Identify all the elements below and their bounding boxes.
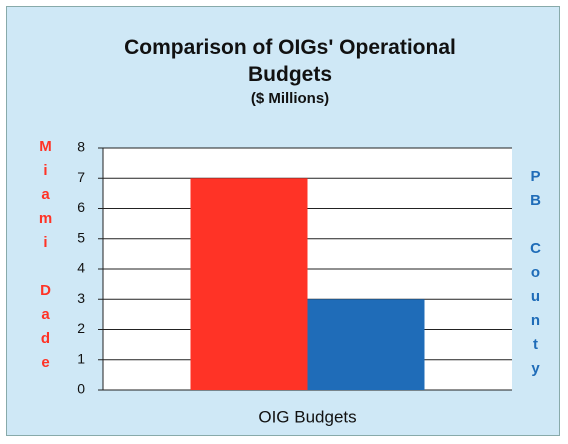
y-tick-label: 6 xyxy=(77,199,85,215)
y-tick-label: 4 xyxy=(77,260,85,276)
y-tick-label: 7 xyxy=(77,169,85,185)
y-tick-label: 2 xyxy=(77,320,85,336)
bar xyxy=(307,299,425,390)
chart-subtitle: ($ Millions) xyxy=(250,90,330,107)
y-tick-label: 5 xyxy=(77,229,85,245)
x-axis-label: OIG Budgets xyxy=(258,407,356,426)
y-tick-label: 0 xyxy=(77,381,85,397)
bar xyxy=(190,178,308,390)
legend-label: Miami Dade xyxy=(37,138,54,378)
y-tick-label: 3 xyxy=(77,290,85,306)
y-tick-label: 1 xyxy=(77,350,85,366)
legend-label: PB County xyxy=(527,168,544,384)
y-tick-label: 8 xyxy=(77,139,85,155)
chart-title: Comparison of OIGs' Operational Budgets xyxy=(124,36,456,86)
